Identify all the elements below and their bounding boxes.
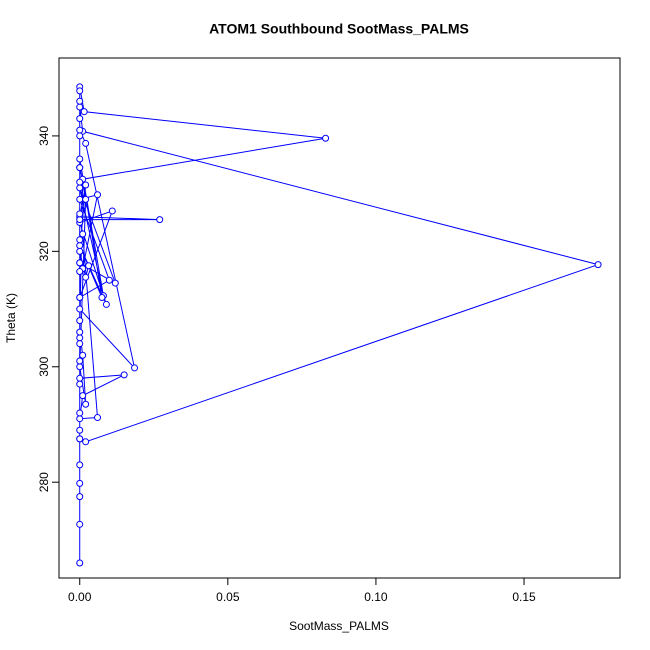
data-point <box>76 210 84 218</box>
data-point <box>76 340 84 348</box>
data-point <box>76 132 84 140</box>
data-point <box>76 195 84 203</box>
data-point <box>76 126 84 134</box>
data-point <box>98 294 106 302</box>
data-point <box>76 520 84 528</box>
data-point <box>79 230 87 238</box>
data-point <box>105 276 113 284</box>
data-point <box>76 374 84 382</box>
data-point <box>76 178 84 186</box>
data-point <box>76 87 84 95</box>
data-point <box>82 181 90 189</box>
y-tick-label: 320 <box>37 241 51 261</box>
data-point <box>131 364 139 372</box>
data-point <box>79 392 87 400</box>
y-tick-label: 340 <box>37 126 51 146</box>
data-point <box>82 139 90 147</box>
data-point <box>76 559 84 567</box>
x-axis-label: SootMass_PALMS <box>289 619 389 633</box>
data-point <box>76 115 84 123</box>
data-point <box>82 400 90 408</box>
data-point <box>76 334 84 342</box>
y-tick-label: 300 <box>37 356 51 376</box>
data-point <box>82 438 90 446</box>
data-point <box>76 479 84 487</box>
data-point <box>76 216 84 224</box>
data-point <box>76 493 84 501</box>
data-point <box>94 414 102 422</box>
plot-frame <box>58 57 621 579</box>
data-point <box>76 435 84 443</box>
data-point <box>120 371 128 379</box>
data-point <box>76 415 84 423</box>
data-point <box>108 207 116 215</box>
chart-title: ATOM1 Southbound SootMass_PALMS <box>209 21 469 37</box>
data-point <box>76 184 84 192</box>
data-point <box>76 247 84 255</box>
data-point <box>80 108 88 116</box>
x-tick-label: 0.05 <box>216 590 240 604</box>
data-point <box>76 380 84 388</box>
data-point <box>94 191 102 199</box>
data-point <box>594 261 602 269</box>
data-point <box>102 300 110 308</box>
data-point <box>156 216 164 224</box>
y-axis-label: Theta (K) <box>4 293 18 343</box>
data-point <box>85 262 93 270</box>
y-tick-label: 280 <box>37 472 51 492</box>
data-point <box>76 409 84 417</box>
data-point <box>76 294 84 302</box>
x-tick-label: 0.00 <box>68 590 92 604</box>
data-point <box>322 134 330 142</box>
data-point <box>76 236 84 244</box>
data-point <box>76 97 84 105</box>
x-tick-label: 0.15 <box>512 590 536 604</box>
data-point <box>76 317 84 325</box>
data-point <box>76 363 84 371</box>
data-point <box>76 305 84 313</box>
data-point <box>82 195 90 203</box>
x-tick-label: 0.10 <box>364 590 388 604</box>
data-point <box>111 279 119 287</box>
data-point <box>76 155 84 163</box>
data-point <box>76 242 84 250</box>
data-point <box>76 259 84 267</box>
data-point <box>76 426 84 434</box>
data-point <box>82 273 90 281</box>
data-point <box>76 164 84 172</box>
data-point <box>76 268 84 276</box>
data-point <box>76 461 84 469</box>
data-point <box>76 328 84 336</box>
data-point <box>76 357 84 365</box>
data-point <box>79 351 87 359</box>
